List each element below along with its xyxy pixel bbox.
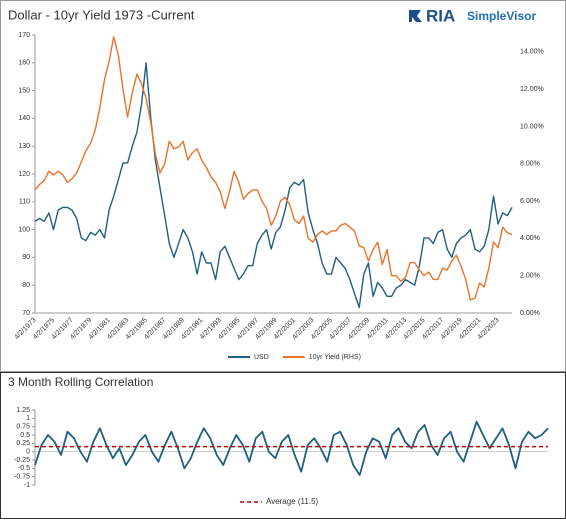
y2-tick-label: 10.00% (520, 123, 544, 130)
y-tick-label: 1 (26, 415, 30, 422)
y-tick-label: 70 (22, 310, 30, 317)
y-tick-label: -0.25 (14, 457, 30, 464)
series-line (34, 62, 513, 309)
y-tick-label: 0.5 (20, 432, 30, 439)
y-tick-label: 0.75 (16, 424, 30, 431)
y2-tick-label: 0.00% (520, 310, 540, 317)
y-tick-label: 0 (26, 449, 30, 456)
logo-mark: RIA (426, 6, 455, 25)
legend-label: 10yr Yield (RHS) (309, 354, 361, 361)
legend-label: USD (254, 354, 269, 361)
y-tick-label: 100 (18, 226, 30, 233)
y-tick-label: 0.25 (16, 440, 30, 447)
chart-title: 3 Month Rolling Correlation (8, 375, 153, 389)
y-tick-label: 140 (18, 115, 30, 122)
y-tick-label: -1 (24, 482, 30, 489)
series-line (34, 420, 549, 476)
y2-tick-label: 4.00% (520, 235, 540, 242)
series-line (34, 36, 513, 301)
top-panel (0, 0, 566, 372)
y-tick-label: 1.25 (16, 407, 30, 414)
y-tick-label: -0.5 (18, 465, 30, 472)
y-tick-label: 130 (18, 143, 30, 150)
legend-label: Average (11.5) (266, 497, 319, 506)
y-tick-label: 110 (19, 199, 30, 206)
y2-tick-label: 14.00% (520, 49, 544, 56)
y-tick-label: 120 (18, 171, 30, 178)
chart-title: Dollar - 10yr Yield 1973 -Current (8, 7, 195, 22)
y-tick-label: 170 (18, 32, 30, 39)
y2-tick-label: 2.00% (520, 273, 540, 280)
logo-icon (409, 10, 422, 22)
y2-tick-label: 8.00% (520, 161, 540, 168)
y2-tick-label: 12.00% (520, 86, 544, 93)
y-tick-label: 150 (18, 87, 30, 94)
logo-name: SimpleVisor (467, 9, 536, 23)
y-tick-label: 90 (22, 254, 30, 261)
y-tick-label: 80 (22, 282, 30, 289)
y-tick-label: 160 (18, 60, 30, 67)
y-tick-label: -0.75 (14, 474, 30, 481)
y2-tick-label: 6.00% (520, 198, 540, 205)
